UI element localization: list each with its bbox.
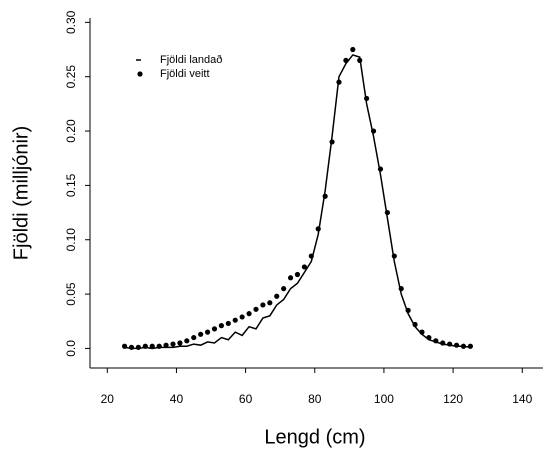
data-point xyxy=(246,311,252,317)
data-point xyxy=(198,331,204,337)
data-point xyxy=(177,340,183,346)
data-point xyxy=(267,300,273,306)
x-tick-label: 100 xyxy=(374,392,394,406)
data-point xyxy=(460,343,467,349)
x-axis-title: Lengd (cm) xyxy=(264,426,365,448)
legend-label: Fjöldi landað xyxy=(160,54,222,66)
data-point xyxy=(156,343,162,349)
x-tick-label: 20 xyxy=(101,392,115,406)
data-point xyxy=(191,334,197,341)
data-point xyxy=(218,323,225,329)
data-point xyxy=(440,340,446,346)
data-point xyxy=(308,253,314,259)
data-point xyxy=(232,317,238,323)
data-point xyxy=(453,342,460,348)
data-point xyxy=(142,343,148,349)
y-tick-label: 0.30 xyxy=(64,10,78,34)
data-point xyxy=(412,321,418,328)
data-point xyxy=(467,343,473,349)
data-point xyxy=(184,338,190,344)
x-tick-label: 60 xyxy=(239,392,253,406)
data-point xyxy=(294,271,301,278)
y-tick-label: 0.05 xyxy=(64,282,78,306)
data-point xyxy=(281,286,287,292)
data-point xyxy=(419,329,425,335)
data-line xyxy=(124,54,471,350)
data-point xyxy=(121,343,128,349)
data-point xyxy=(398,286,404,292)
data-point xyxy=(225,320,231,327)
y-tick-label: 0.25 xyxy=(64,65,78,89)
y-tick-label: 0.0 xyxy=(64,340,78,357)
data-point xyxy=(135,344,142,350)
data-point xyxy=(343,57,349,63)
data-point xyxy=(253,306,259,312)
data-point xyxy=(391,253,397,259)
data-point xyxy=(433,338,439,344)
x-tick-label: 140 xyxy=(512,392,532,406)
data-point xyxy=(377,166,384,172)
data-point xyxy=(274,293,280,299)
data-point xyxy=(336,79,342,85)
data-point xyxy=(405,307,411,313)
data-point xyxy=(149,343,155,349)
data-point xyxy=(211,326,218,332)
data-point xyxy=(128,344,135,350)
data-point xyxy=(426,334,432,341)
data-point xyxy=(301,264,307,270)
data-point xyxy=(384,209,390,216)
x-tick-label: 120 xyxy=(443,392,463,406)
y-tick-label: 0.10 xyxy=(64,228,78,252)
data-point xyxy=(315,226,321,232)
data-point xyxy=(329,139,335,145)
data-point xyxy=(322,193,328,199)
x-tick-label: 80 xyxy=(308,392,322,406)
data-point xyxy=(447,341,453,347)
data-point xyxy=(357,57,363,63)
data-point xyxy=(163,342,169,348)
legend-marker xyxy=(137,71,143,77)
y-tick-label: 0.20 xyxy=(64,119,78,143)
data-point xyxy=(204,329,211,335)
y-tick-label: 0.15 xyxy=(64,173,78,197)
x-tick-label: 40 xyxy=(170,392,184,406)
legend-label: Fjöldi veitt xyxy=(160,68,210,80)
data-point xyxy=(370,128,377,134)
y-axis-title: Fjöldi (milljónir) xyxy=(10,126,32,260)
data-point xyxy=(260,302,266,308)
data-point xyxy=(170,341,176,347)
data-point xyxy=(239,314,245,320)
data-point xyxy=(350,46,356,53)
data-point xyxy=(364,95,370,102)
data-point xyxy=(287,275,294,281)
